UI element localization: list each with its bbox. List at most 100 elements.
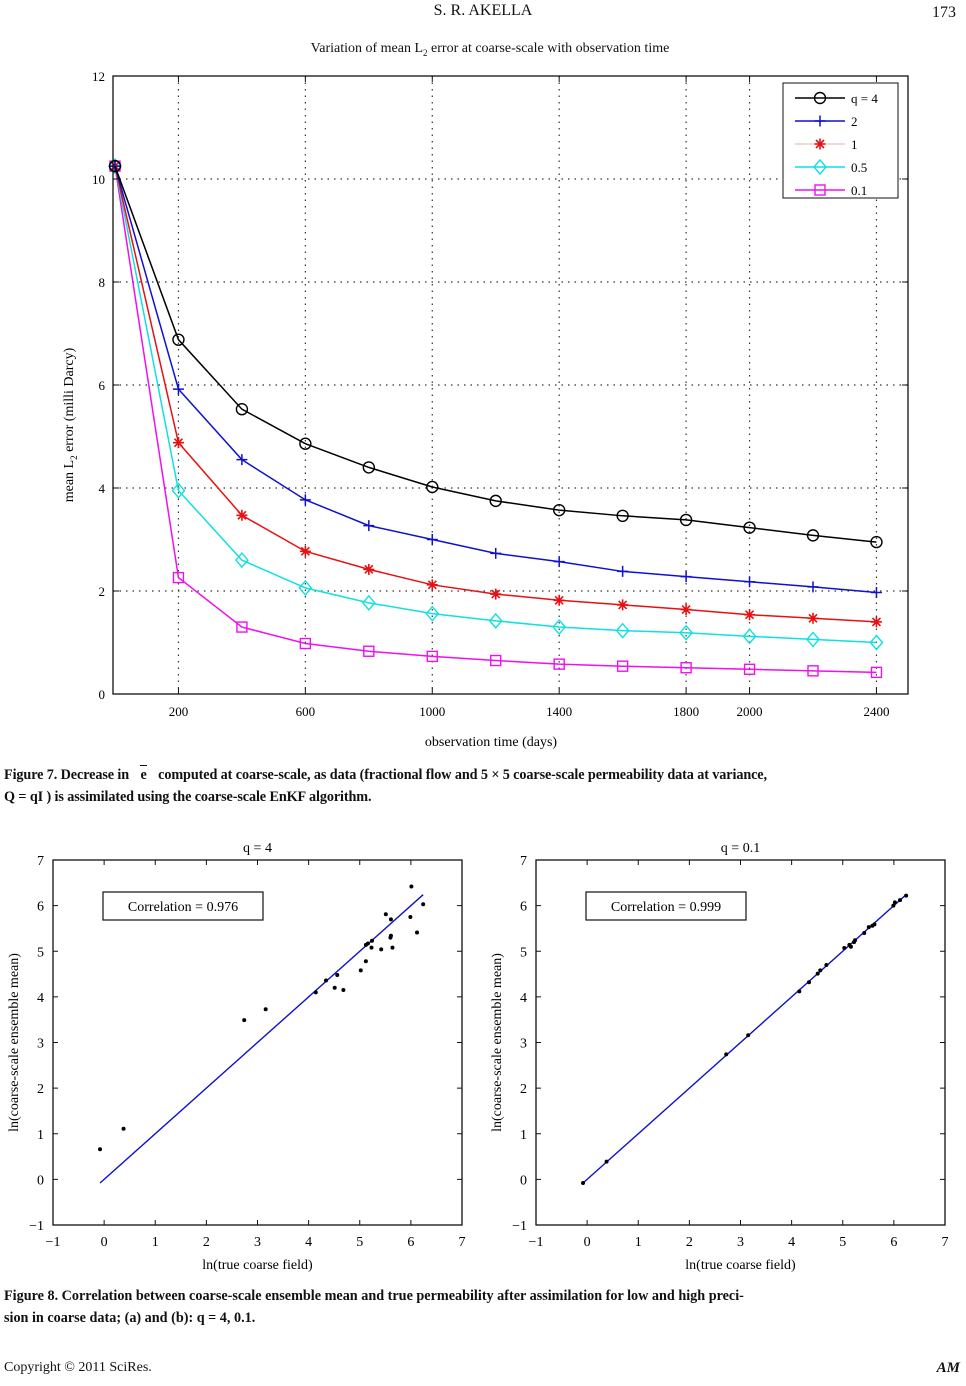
series-line: [114, 165, 877, 644]
diamond-marker: [552, 618, 567, 636]
y-tick-label: 6: [99, 378, 106, 393]
legend: q = 4 2 1 0.5 0.1: [782, 82, 899, 199]
data-point: [724, 1052, 729, 1057]
x-tick-label: 0: [101, 1235, 108, 1250]
y-label-subscript: 2: [69, 455, 79, 460]
chart-title-text-rest: error at coarse-scale with observation t…: [427, 41, 670, 56]
asterisk-marker: [299, 545, 311, 557]
x-tick-label: 5: [839, 1235, 846, 1250]
x-tick-label: 200: [169, 704, 189, 719]
y-tick-label: 1: [37, 1128, 44, 1143]
diamond-marker: [813, 158, 827, 176]
x-tick-label: 4: [788, 1235, 795, 1250]
series-group: [108, 158, 884, 679]
series-0.1: [109, 160, 883, 679]
y-tick-label: 5: [37, 945, 44, 960]
circle-marker: [616, 509, 629, 523]
caption-text: Figure 7. Decrease in: [4, 767, 133, 783]
data-point: [390, 945, 395, 950]
square-marker: [870, 666, 883, 679]
y-tick-label: 3: [520, 1037, 527, 1052]
diamond-marker: [488, 612, 503, 629]
data-point: [415, 930, 420, 935]
data-point: [388, 917, 393, 922]
caption-line2: Q = qI ) is assimilated using the coarse…: [4, 789, 372, 805]
x-tick-label: 2000: [737, 704, 763, 719]
x-tick-label: 3: [737, 1235, 744, 1250]
legend-box: [782, 82, 899, 199]
fit-line: [582, 894, 907, 1184]
series-line: [114, 165, 877, 543]
data-point: [388, 933, 393, 938]
plus-marker: [617, 565, 629, 577]
data-point: [891, 903, 896, 908]
series-0.5: [108, 158, 884, 651]
fit-line: [99, 894, 424, 1184]
caption-text-cont: computed at coarse-scale, as data (fract…: [154, 767, 767, 783]
correlation-annotation: Correlation = 0.999: [611, 900, 721, 915]
square-marker: [807, 665, 819, 677]
asterisk-marker: [172, 437, 184, 449]
y-tick-label: 3: [37, 1037, 44, 1052]
asterisk-marker: [363, 563, 375, 575]
data-point: [335, 972, 340, 977]
fig8a-scatter-plot: q = 4 −1 0 1 2 3 4 5 6 7 −1 0 1 2 3 4 5 6 7 ln(true coarse …: [7, 841, 466, 1273]
chart-title-subscript: 2: [423, 47, 428, 58]
legend-label: q = 4: [851, 91, 878, 106]
y-tick-label: 2: [99, 584, 106, 599]
data-point: [383, 912, 388, 917]
data-point: [341, 988, 346, 993]
y-tick-label: 6: [520, 900, 527, 915]
x-tick-label: 3: [254, 1235, 261, 1250]
asterisk-marker: [744, 609, 756, 621]
y-tick-label: −1: [512, 1219, 527, 1234]
x-tick-label: 6: [890, 1235, 897, 1250]
x-tick-label: 2: [203, 1235, 210, 1250]
plus-marker: [426, 534, 438, 545]
data-point: [848, 944, 853, 949]
data-point: [242, 1018, 247, 1023]
data-point: [807, 980, 812, 985]
diamond-marker: [425, 605, 440, 622]
legend-label: 0.5: [851, 160, 867, 175]
diamond-marker: [361, 594, 376, 611]
chart-title-text: Variation of mean L: [310, 41, 424, 56]
y-tick-label: 2: [37, 1082, 44, 1097]
x-tick-label: 6: [407, 1235, 414, 1250]
y-tick-label: 5: [520, 945, 527, 960]
x-tick-label: 1: [635, 1235, 642, 1250]
y-axis-label: ln(coarse-scale ensemble mean): [490, 953, 505, 1132]
fig8b-scatter-plot: q = 0.1 −1 0 1 2 3 4 5 6 7 −1 0 1 2 3 4 5 6 7 ln(true coars…: [490, 841, 949, 1273]
y-label-pre: mean L: [62, 460, 77, 502]
y-label-post: error (milli Darcy): [62, 347, 77, 455]
plus-marker: [814, 115, 826, 127]
plot-title: q = 4: [243, 841, 272, 856]
diamond-marker: [234, 552, 249, 569]
plus-marker: [172, 383, 184, 395]
fig7-chart-title: Variation of mean L2 error at coarse-sca…: [0, 41, 966, 58]
circle-marker: [362, 461, 376, 474]
diamond-marker: [108, 158, 122, 175]
circle-marker: [679, 513, 693, 527]
x-axis-label: ln(true coarse field): [202, 1258, 313, 1273]
x-tick-label: 7: [459, 1235, 466, 1250]
y-tick-label: 4: [99, 481, 106, 496]
data-point: [408, 915, 413, 920]
plus-marker: [553, 556, 565, 568]
series-line: [114, 166, 877, 674]
circle-marker: [299, 437, 312, 450]
square-marker: [814, 184, 826, 196]
circle-marker: [172, 333, 185, 346]
circle-marker: [870, 535, 883, 549]
square-marker: [553, 658, 565, 670]
x-tick-label: 1400: [546, 704, 572, 719]
data-point: [332, 985, 337, 990]
diamond-marker: [171, 482, 186, 499]
y-tick-label: 2: [520, 1082, 527, 1097]
data-point: [324, 978, 329, 983]
y-tick-label: 7: [520, 854, 527, 869]
data-point: [797, 989, 802, 994]
data-point: [862, 931, 867, 935]
